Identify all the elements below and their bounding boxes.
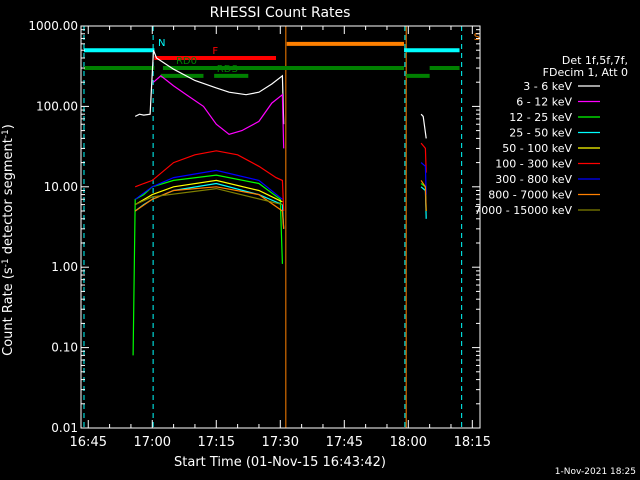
series-line-4 xyxy=(134,179,283,206)
legend-entry-label: 7000 - 15000 keV xyxy=(474,204,572,217)
y-axis-label-part1: Count Rate (s xyxy=(1,267,16,356)
plot-area: N F S RD0 RDS xyxy=(83,26,480,428)
series-line-5 xyxy=(134,150,285,212)
legend-entry-label: 800 - 7000 keV xyxy=(488,189,572,202)
y-axis-label-part2: detector segment xyxy=(1,138,16,258)
x-tick-label: 17:30 xyxy=(262,435,299,450)
flag-label-rds: RDS xyxy=(217,64,238,75)
legend-entry-label: 100 - 300 keV xyxy=(495,158,572,171)
y-tick-label: 1000.00 xyxy=(28,19,78,33)
y-tick-label: 0.01 xyxy=(51,421,78,435)
series-line-6 xyxy=(420,162,427,195)
legend-entry-label: 3 - 6 keV xyxy=(523,80,572,93)
plot-frame xyxy=(80,25,481,429)
series-line-2 xyxy=(132,174,283,356)
legend-entry-label: 12 - 25 keV xyxy=(509,111,572,124)
legend-header: FDecim 1, Att 0 xyxy=(543,66,628,79)
series-line-7 xyxy=(134,186,285,229)
y-axis-label: Count Rate (s-1 detector segment-1) xyxy=(1,124,16,356)
x-tick-label: 17:45 xyxy=(326,435,363,450)
y-axis-label-sup2: -1 xyxy=(1,129,11,138)
flag-label-f: F xyxy=(212,46,218,57)
series-line-8 xyxy=(134,187,283,206)
x-axis-label: Start Time (01-Nov-15 16:43:42) xyxy=(174,455,386,470)
series-line-0 xyxy=(134,49,285,125)
series-line-6 xyxy=(134,169,283,200)
series-line-0 xyxy=(420,113,427,139)
x-tick-label: 17:15 xyxy=(198,435,235,450)
series-line-1 xyxy=(153,75,285,149)
x-tick-label: 18:15 xyxy=(454,435,491,450)
y-tick-label: 0.10 xyxy=(51,341,78,355)
legend-entry-label: 300 - 800 keV xyxy=(495,173,572,186)
y-tick-label: 10.00 xyxy=(44,180,78,194)
flag-label-n: N xyxy=(158,38,165,49)
series-line-7 xyxy=(420,180,427,212)
series-line-5 xyxy=(420,142,427,173)
y-tick-label: 100.00 xyxy=(36,99,78,113)
legend-entry-label: 6 - 12 keV xyxy=(516,96,572,109)
legend-header: Det 1f,5f,7f, xyxy=(562,54,628,67)
x-tick-label: 18:00 xyxy=(390,435,427,450)
series-line-3 xyxy=(134,182,285,229)
flag-label-rd0: RD0 xyxy=(176,56,197,67)
y-axis-label-part3: ) xyxy=(1,124,16,129)
x-tick-label: 17:00 xyxy=(134,435,171,450)
chart-title: RHESSI Count Rates xyxy=(210,5,351,21)
y-tick-label: 1.00 xyxy=(51,260,78,274)
y-axis-label-sup1: -1 xyxy=(1,258,11,267)
footer-date: 1-Nov-2021 18:25 xyxy=(555,467,636,477)
axes: 0.01 0.10 1.00 10.00 100.00 1000.00 16:45 17:00… xyxy=(28,19,491,450)
legend: Det 1f,5f,7f,FDecim 1, Att 03 - 6 keV 6 -… xyxy=(474,54,628,217)
legend-entry-label: 25 - 50 keV xyxy=(509,127,572,140)
flag-label-s: S xyxy=(474,32,480,43)
x-tick-label: 16:45 xyxy=(70,435,107,450)
legend-entry-label: 50 - 100 keV xyxy=(502,142,572,155)
